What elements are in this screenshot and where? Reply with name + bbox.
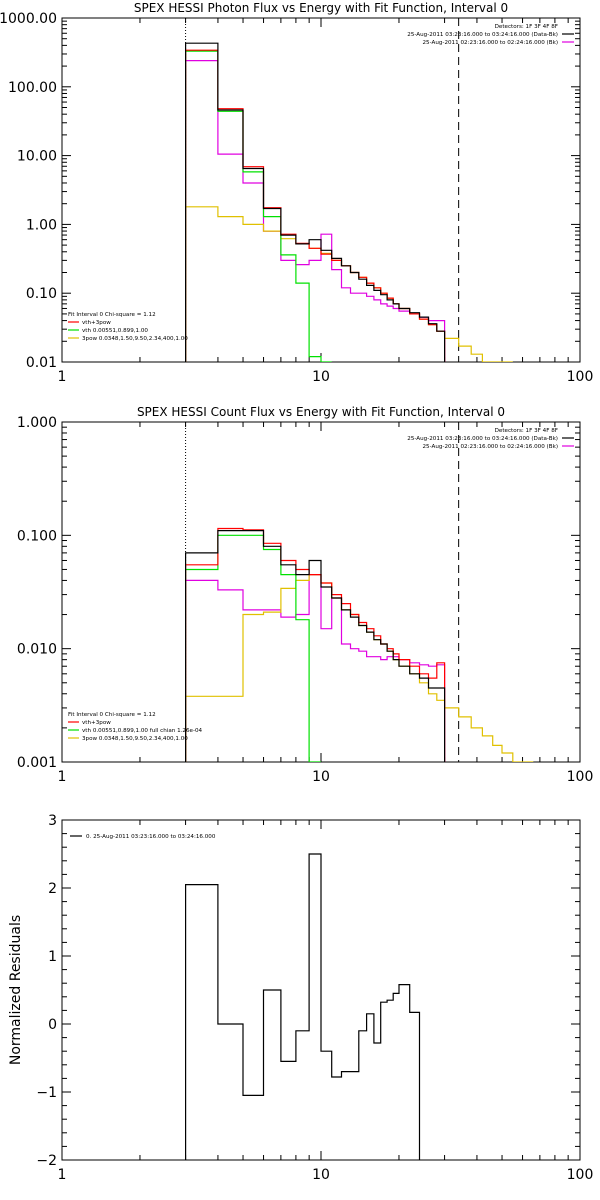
legend-entry: vth 0.00551,0.899,1.00 full chian 1.26e-… (82, 728, 203, 734)
y-tick-label: 0.001 (17, 755, 57, 771)
y-tick-label: 1 (48, 949, 57, 965)
y-tick-label: 0.01 (26, 355, 57, 371)
series-data-line (185, 530, 446, 762)
series-model-line (185, 49, 446, 362)
chart-title: SPEX HESSI Photon Flux vs Energy with Fi… (134, 1, 508, 15)
x-tick-label: 10 (312, 769, 330, 785)
legend-entry: vth+3pow (82, 720, 111, 726)
y-tick-label: 2 (48, 881, 57, 897)
residuals-panel: 1 10 100 −2 −1 0 1 2 3 Normalized Residuals 0. 25-… (8, 813, 593, 1183)
y-tick-label: 0 (48, 1017, 57, 1033)
legend-entry: Detectors: 1F 3F 4F 8F (495, 428, 558, 434)
y-tick-label: 1.000 (17, 415, 57, 431)
y-tick-label: 10.00 (17, 149, 57, 165)
legend-entry: vth+3pow (82, 320, 111, 326)
series-background-line (185, 574, 446, 762)
legend-entry: 25-Aug-2011 02:23:16.000 to 02:24:16.000… (422, 40, 558, 46)
x-tick-label: 1 (58, 1167, 67, 1183)
series-data-line (185, 42, 446, 362)
legend-entry: Fit Interval 0 Chi-square = 1.12 (68, 712, 156, 718)
legend-entry: 0. 25-Aug-2011 03:23:16.000 to 03:24:16.… (86, 834, 216, 840)
series-powerlaw-line (185, 574, 534, 762)
legend-entry: Detectors: 1F 3F 4F 8F (495, 24, 558, 30)
y-tick-label: −1 (36, 1085, 57, 1101)
x-tick-label: 1 (58, 769, 67, 785)
photon-flux-panel: 1 10 100 0.01 0.10 1.00 10.00 100.00 1000.00 SPEX… (0, 1, 593, 385)
y-tick-label: 3 (48, 813, 57, 829)
x-tick-label: 10 (312, 1167, 330, 1183)
legend-entry: 25-Aug-2011 03:23:16.000 to 03:24:16.000… (407, 436, 558, 442)
chart-title: SPEX HESSI Count Flux vs Energy with Fit… (137, 405, 505, 419)
y-tick-label: 0.10 (26, 286, 57, 302)
x-tick-label: 10 (312, 369, 330, 385)
y-tick-label: 1000.00 (0, 11, 57, 27)
x-tick-label: 100 (567, 769, 594, 785)
count-flux-panel: 1 10 100 0.001 0.010 0.100 1.000 SPEX HESSI Cou… (17, 405, 593, 785)
legend-entry: 25-Aug-2011 03:23:16.000 to 03:24:16.000… (407, 32, 558, 38)
y-tick-label: −2 (36, 1153, 57, 1169)
y-tick-label: 0.100 (17, 528, 57, 544)
legend-entry: 3pow 0.0348,1.50,9.50,2.34,400,1.00 (82, 336, 188, 342)
y-tick-label: 100.00 (8, 80, 57, 96)
series-data-line (185, 853, 421, 1160)
y-tick-label: 0.010 (17, 642, 57, 658)
legend-entry: vth 0.00551,0.899,1.00 (82, 328, 148, 334)
plot-frame (61, 17, 581, 363)
x-tick-label: 1 (58, 369, 67, 385)
series-background-line (185, 60, 446, 362)
y-tick-label: 1.00 (26, 217, 57, 233)
series-model-line (185, 527, 446, 762)
series-powerlaw-line (185, 206, 513, 362)
y-axis-label: Normalized Residuals (8, 915, 24, 1065)
legend-entry: 25-Aug-2011 02:23:16.000 to 02:24:16.000… (422, 444, 558, 450)
x-tick-label: 100 (567, 369, 594, 385)
legend-entry: Fit Interval 0 Chi-square = 1.12 (68, 312, 156, 318)
x-tick-label: 100 (567, 1167, 594, 1183)
legend-entry: 3pow 0.0348,1.50,9.50,2.34,400,1.00 (82, 736, 188, 742)
